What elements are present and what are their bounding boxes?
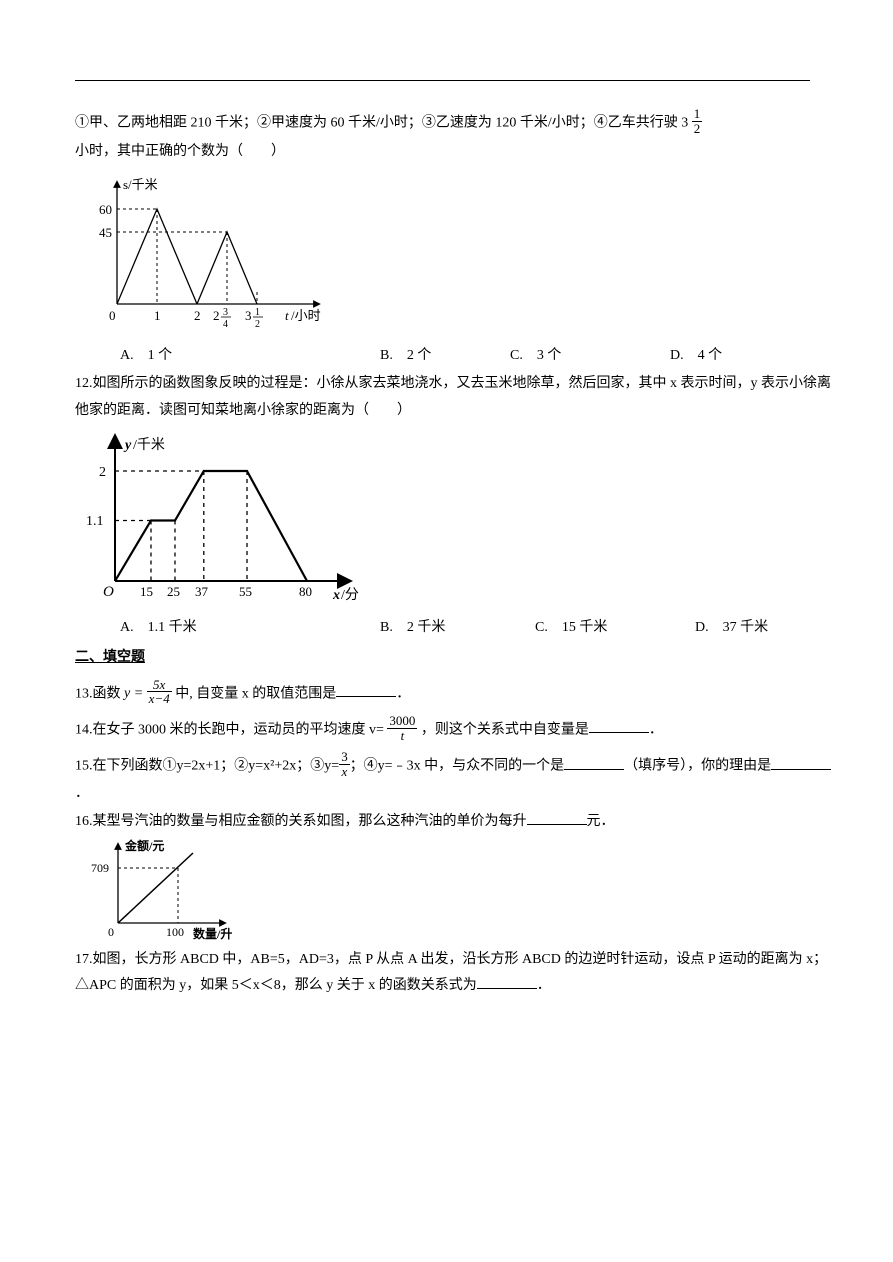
- svg-text:0: 0: [108, 925, 114, 939]
- q12-stem: 12.如图所示的函数图象反映的过程是：小徐从家去菜地浇水，又去玉米地除草，然后回…: [75, 371, 833, 424]
- svg-text:55: 55: [239, 584, 252, 599]
- q11-choice-a: A. 1 个: [120, 343, 380, 370]
- q13-end: ．: [396, 686, 410, 701]
- svg-text:2: 2: [99, 465, 106, 480]
- svg-text:15: 15: [140, 584, 153, 599]
- q13-eq: y = 5xx−4: [124, 686, 175, 701]
- svg-text:数量/升: 数量/升: [193, 926, 232, 941]
- svg-text:y: y: [123, 438, 132, 453]
- svg-text:/千米: /千米: [133, 437, 165, 453]
- q13-pre: 13.函数: [75, 686, 124, 701]
- q14: 14.在女子 3000 米的长跑中，运动员的平均速度 v= 3000t ，则这个…: [75, 716, 833, 744]
- q17: 17.如图，长方形 ABCD 中，AB=5，AD=3，点 P 从点 A 出发，沿…: [75, 947, 833, 1000]
- svg-text:1.1: 1.1: [86, 514, 104, 529]
- svg-text:37: 37: [195, 584, 209, 599]
- q14-blank: [589, 718, 649, 733]
- q12-choice-c: C. 15 千米: [535, 615, 695, 642]
- q11-graph: 60 45 0 1 2 2 3 4 3 1 2 s/千米 t /小时: [87, 174, 833, 339]
- q14-end: ．: [649, 722, 663, 737]
- svg-text:x: x: [332, 588, 340, 603]
- svg-text:3: 3: [223, 307, 228, 318]
- svg-text:25: 25: [167, 584, 180, 599]
- svg-text:t: t: [285, 308, 289, 323]
- q16: 16.某型号汽油的数量与相应金额的关系如图，那么这种汽油的单价为每升 元．: [75, 809, 833, 836]
- svg-text:3: 3: [245, 308, 252, 323]
- q17-text: 17.如图，长方形 ABCD 中，AB=5，AD=3，点 P 从点 A 出发，沿…: [75, 952, 827, 994]
- svg-text:O: O: [103, 584, 114, 600]
- q17-blank: [477, 974, 537, 989]
- q13: 13.函数 y = 5xx−4 中, 自变量 x 的取值范围是 ．: [75, 680, 833, 708]
- svg-text:1: 1: [154, 308, 161, 323]
- svg-text:45: 45: [99, 225, 112, 240]
- q12-choice-a: A. 1.1 千米: [120, 615, 380, 642]
- svg-text:709: 709: [91, 861, 109, 875]
- svg-text:金额/元: 金额/元: [124, 838, 164, 853]
- svg-text:60: 60: [99, 202, 112, 217]
- svg-text:2: 2: [194, 308, 201, 323]
- q12-choice-d: D. 37 千米: [695, 615, 768, 642]
- q13-post: 中, 自变量 x 的取值范围是: [175, 686, 336, 701]
- q15-mid: ；④y=﹣3x 中，与众不同的一个是: [350, 759, 564, 774]
- q15-end: ．: [75, 786, 89, 801]
- q12-graph: y /千米 x /分 2 1.1 O 15 25 37 55 80: [75, 431, 833, 611]
- q16-graph: 金额/元 数量/升 709 0 100: [83, 838, 833, 943]
- page-top-rule: [75, 80, 810, 81]
- svg-text:80: 80: [299, 584, 312, 599]
- q11-choice-d: D. 4 个: [670, 343, 722, 370]
- q16-end: 元．: [587, 814, 615, 829]
- q15-blank1: [564, 754, 624, 769]
- q11-choice-b: B. 2 个: [380, 343, 510, 370]
- svg-text:1: 1: [255, 307, 260, 318]
- q13-lhs: y =: [124, 686, 147, 701]
- section2-header: 二、填空题: [75, 645, 833, 672]
- svg-text:2: 2: [213, 308, 220, 323]
- q11-stem-line2: 小时，其中正确的个数为（ ）: [75, 139, 833, 166]
- q11-choice-c: C. 3 个: [510, 343, 670, 370]
- q11-stem-a: ①甲、乙两地相距 210 千米；②甲速度为 60 千米/小时；③乙速度为 120…: [75, 115, 688, 130]
- q12-choices: A. 1.1 千米 B. 2 千米 C. 15 千米 D. 37 千米: [75, 615, 833, 642]
- q14-post: ，则这个关系式中自变量是: [421, 722, 589, 737]
- q16-blank: [527, 810, 587, 825]
- svg-text:/小时: /小时: [291, 308, 321, 323]
- svg-text:0: 0: [109, 308, 116, 323]
- q11-choices: A. 1 个 B. 2 个 C. 3 个 D. 4 个: [75, 343, 833, 370]
- svg-text:2: 2: [255, 319, 260, 330]
- q13-blank: [336, 682, 396, 697]
- q11-stem-line1: ①甲、乙两地相距 210 千米；②甲速度为 60 千米/小时；③乙速度为 120…: [75, 109, 833, 137]
- indent: [75, 615, 120, 642]
- q15-blank2: [771, 754, 831, 769]
- svg-text:4: 4: [223, 319, 228, 330]
- q12-choice-b: B. 2 千米: [380, 615, 535, 642]
- svg-text:100: 100: [166, 925, 184, 939]
- q15: 15.在下列函数①y=2x+1；②y=x²+2x；③y=3x；④y=﹣3x 中，…: [75, 752, 833, 807]
- q16-text: 16.某型号汽油的数量与相应金额的关系如图，那么这种汽油的单价为每升: [75, 814, 527, 829]
- svg-text:/分: /分: [341, 587, 359, 603]
- q15-pre: 15.在下列函数①y=2x+1；②y=x²+2x；③y=: [75, 759, 339, 774]
- q11-frac: 1 2: [692, 107, 703, 135]
- q15-post: （填序号），你的理由是: [624, 759, 771, 774]
- q17-end: ．: [537, 978, 551, 993]
- svg-text:s/千米: s/千米: [123, 177, 158, 192]
- indent: [75, 343, 120, 370]
- q14-pre: 14.在女子 3000 米的长跑中，运动员的平均速度 v=: [75, 722, 387, 737]
